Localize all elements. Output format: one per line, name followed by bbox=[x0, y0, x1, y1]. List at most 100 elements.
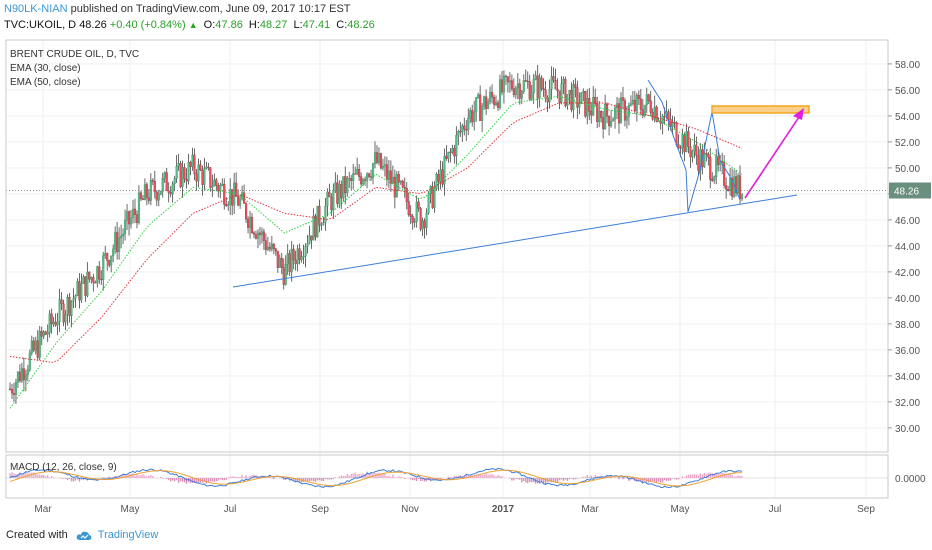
candle-body bbox=[413, 221, 416, 223]
macd-tick-label: 0.0000 bbox=[895, 474, 926, 485]
candle-body bbox=[72, 298, 75, 302]
candle-body bbox=[8, 388, 12, 390]
candle-body bbox=[411, 216, 414, 223]
candle-body bbox=[435, 174, 438, 189]
candle-body bbox=[715, 156, 718, 178]
candle-body bbox=[683, 134, 686, 153]
candle-body bbox=[504, 75, 507, 77]
candle-body bbox=[534, 75, 537, 80]
tradingview-logo-icon bbox=[76, 531, 92, 540]
candle-body bbox=[312, 215, 315, 241]
time-tick-label: Mar bbox=[581, 504, 599, 515]
candle-body bbox=[483, 96, 486, 107]
candle-body bbox=[245, 203, 248, 220]
candle-body bbox=[439, 169, 442, 182]
candle-body bbox=[20, 368, 23, 382]
candle-body bbox=[441, 169, 444, 185]
candle-body bbox=[96, 266, 99, 283]
candle-body bbox=[292, 248, 295, 261]
candle-body bbox=[56, 321, 59, 326]
candle-body bbox=[586, 98, 589, 117]
candle-body bbox=[566, 94, 569, 106]
candle-body bbox=[243, 192, 246, 204]
candle-body bbox=[612, 119, 615, 122]
candle-body bbox=[572, 84, 575, 111]
candle-body bbox=[419, 208, 422, 230]
candle-body bbox=[70, 301, 73, 316]
candle-body bbox=[393, 176, 396, 198]
time-tick-label: May bbox=[121, 504, 140, 515]
candle-body bbox=[42, 331, 45, 337]
symbol-label[interactable]: TVC:UKOIL, D bbox=[4, 19, 77, 31]
candle-body bbox=[209, 167, 212, 188]
candle-body bbox=[615, 103, 619, 108]
candle-body bbox=[330, 196, 333, 211]
candle-body bbox=[608, 116, 611, 127]
candle-body bbox=[332, 190, 335, 211]
candle-body bbox=[455, 135, 458, 157]
candle-body bbox=[102, 255, 105, 280]
candle-body bbox=[463, 125, 466, 130]
candle-body bbox=[86, 271, 89, 296]
candle-body bbox=[14, 381, 18, 395]
candle-body bbox=[256, 232, 260, 239]
candle-body bbox=[647, 94, 650, 101]
candle-body bbox=[578, 103, 581, 108]
candle-body bbox=[407, 201, 410, 215]
tradingview-link[interactable]: TradingView bbox=[97, 529, 159, 541]
grid-lines bbox=[6, 40, 888, 498]
candle-body bbox=[399, 180, 402, 183]
candle-body bbox=[276, 250, 279, 268]
candle-body bbox=[524, 80, 527, 82]
candle-body bbox=[116, 232, 119, 252]
candle-body bbox=[598, 111, 601, 122]
pattern-line bbox=[647, 79, 741, 213]
current-price-label: 48.26 bbox=[894, 187, 919, 198]
author-link[interactable]: N90LK-NIAN bbox=[4, 3, 68, 15]
candle-body bbox=[217, 185, 220, 192]
candle-body bbox=[129, 217, 133, 225]
candle-body bbox=[135, 214, 139, 223]
candle-body bbox=[179, 163, 182, 187]
candle-body bbox=[237, 196, 240, 206]
candle-body bbox=[145, 184, 148, 198]
candle-body bbox=[655, 106, 658, 122]
candle-body bbox=[125, 211, 129, 221]
candle-body bbox=[68, 297, 71, 316]
candle-body bbox=[260, 231, 263, 235]
candle-body bbox=[387, 170, 390, 180]
candle-body bbox=[181, 167, 184, 187]
candle-body bbox=[649, 100, 652, 113]
legend-title: BRENT CRUDE OIL, D, TVC bbox=[10, 49, 139, 60]
candle-body bbox=[449, 151, 452, 153]
time-tick-label: 2017 bbox=[492, 504, 515, 515]
candle-body bbox=[304, 245, 307, 257]
candle-body bbox=[131, 208, 135, 218]
signal-line bbox=[9, 469, 742, 487]
price-tick-label: 42.00 bbox=[895, 268, 920, 279]
candle-body bbox=[316, 205, 319, 238]
change-value: +0.40 (+0.84%) bbox=[109, 19, 186, 31]
candle-body bbox=[78, 281, 81, 301]
candle-body bbox=[223, 183, 226, 205]
candle-body bbox=[498, 79, 502, 108]
candle-body bbox=[18, 371, 21, 382]
candle-body bbox=[516, 83, 519, 89]
candle-body bbox=[625, 116, 628, 121]
drawings[interactable] bbox=[6, 79, 888, 288]
candle-body bbox=[635, 94, 638, 111]
candle-body bbox=[280, 257, 283, 268]
candle-body bbox=[120, 235, 123, 239]
candle-body bbox=[475, 97, 478, 113]
candle-body bbox=[602, 117, 605, 130]
candle-body bbox=[401, 180, 404, 188]
candle-body bbox=[288, 253, 291, 272]
candle-body bbox=[346, 178, 349, 194]
candle-body bbox=[264, 240, 267, 250]
price-tick-label: 52.00 bbox=[895, 138, 920, 149]
candle-body bbox=[314, 215, 317, 238]
candle-body bbox=[350, 178, 353, 181]
candle-body bbox=[308, 235, 311, 244]
candle-body bbox=[201, 169, 204, 185]
